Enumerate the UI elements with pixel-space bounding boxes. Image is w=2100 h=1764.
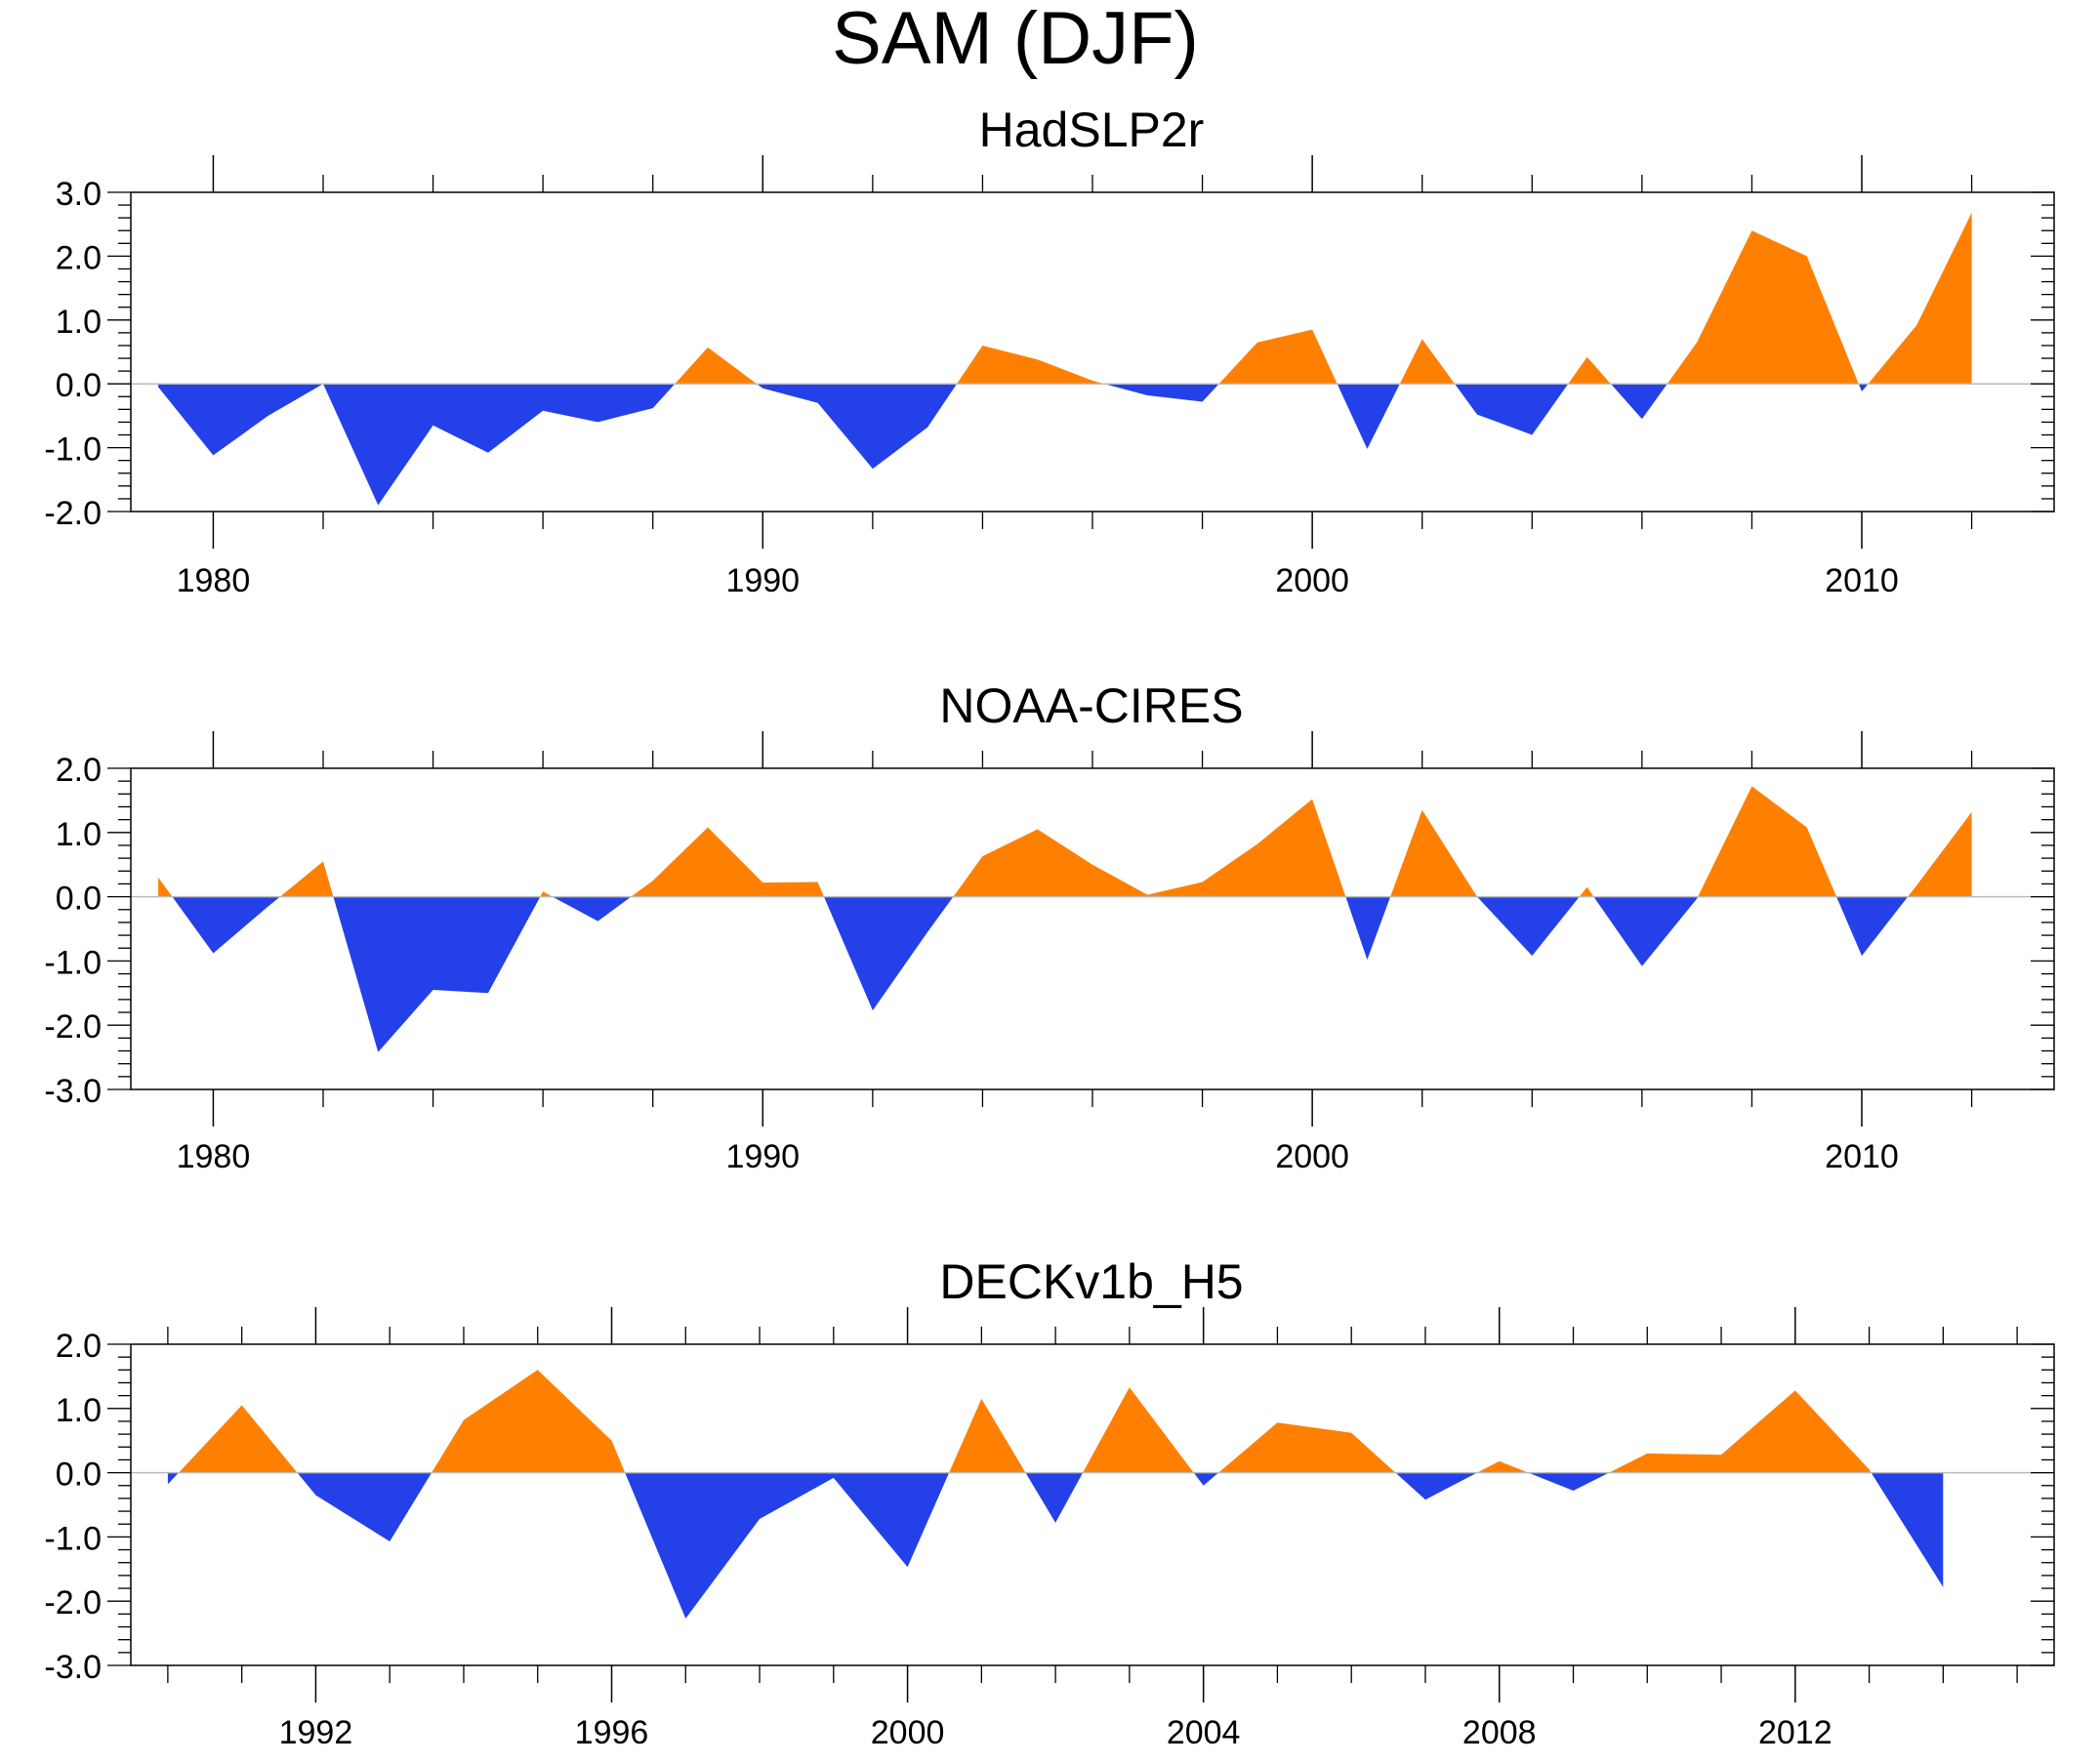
positive-area [1218, 1422, 1396, 1473]
x-tick-label: 1990 [725, 1138, 800, 1175]
negative-area [1871, 1472, 1944, 1587]
negative-area [1104, 384, 1219, 402]
panel-title: HadSLP2r [979, 103, 1205, 157]
positive-area [953, 799, 1346, 897]
positive-area [1609, 1390, 1872, 1473]
positive-area [1667, 230, 1859, 385]
y-tick-label: 0.0 [56, 1456, 102, 1494]
y-tick-label: 1.0 [56, 1392, 102, 1429]
negative-area [1455, 384, 1569, 435]
negative-area [1395, 1472, 1477, 1500]
x-tick-label: 1980 [177, 562, 251, 599]
negative-area [1477, 896, 1580, 957]
plot-frame [130, 1343, 2055, 1666]
y-tick-label: -2.0 [44, 1008, 102, 1046]
negative-area [1193, 1472, 1219, 1486]
positive-area [540, 891, 553, 897]
y-tick-label: 2.0 [56, 1328, 102, 1365]
x-tick-label: 2000 [871, 1714, 945, 1751]
y-tick-label: -1.0 [44, 944, 102, 981]
y-tick-label: -3.0 [44, 1073, 102, 1110]
x-tick-label: 2000 [1275, 1138, 1349, 1175]
panel-2: NOAA-CIRES 2.0 1.0 0.0 -1.0 -2.0 -3.0 1980 1990 2… [44, 678, 2055, 1175]
positive-area [179, 1405, 298, 1473]
panel-3: DECKv1b_H5 2.0 1.0 0.0 -1.0 -2.0 -3.0 1992 1996 2… [44, 1254, 2055, 1751]
negative-area [1528, 1472, 1610, 1491]
x-tick-label: 2012 [1758, 1714, 1832, 1751]
positive-area [158, 877, 173, 897]
negative-area [158, 384, 323, 456]
y-tick-label: 2.0 [56, 752, 102, 789]
y-tick-label: 1.0 [56, 304, 102, 341]
x-tick-label: 2000 [1275, 562, 1349, 599]
negative-area [757, 384, 957, 470]
x-tick-label: 1992 [279, 1714, 353, 1751]
negative-area [167, 1472, 179, 1485]
x-tick-label: 1990 [725, 562, 800, 599]
x-tick-label: 2010 [1825, 1138, 1899, 1175]
negative-area [1858, 384, 1869, 391]
negative-area [1593, 896, 1699, 966]
y-tick-label: 0.0 [56, 367, 102, 404]
panel-title: NOAA-CIRES [939, 678, 1243, 733]
positive-area [1568, 356, 1611, 385]
negative-area [1337, 384, 1400, 449]
x-tick-label: 2010 [1825, 562, 1899, 599]
positive-area [1083, 1387, 1194, 1473]
x-tick-label: 2004 [1167, 1714, 1241, 1751]
x-tick-label: 2008 [1462, 1714, 1537, 1751]
y-tick-label: -1.0 [44, 431, 102, 469]
y-tick-label: -3.0 [44, 1649, 102, 1686]
positive-area [631, 827, 824, 897]
negative-area [824, 896, 954, 1011]
y-tick-label: -2.0 [44, 495, 102, 532]
panel-1: HadSLP2r 3.0 2.0 1.0 0.0 -1.0 -2.0 1980 1990 2000… [44, 103, 2055, 599]
negative-area [552, 896, 632, 922]
positive-area [957, 346, 1105, 385]
panel-title: DECKv1b_H5 [939, 1254, 1243, 1309]
positive-area [432, 1370, 626, 1473]
positive-area [1698, 786, 1837, 897]
positive-area [949, 1398, 1026, 1473]
positive-area [1390, 809, 1477, 897]
x-tick-label: 1996 [575, 1714, 649, 1751]
negative-area [1610, 384, 1668, 420]
positive-area [1218, 329, 1338, 385]
y-tick-label: -1.0 [44, 1520, 102, 1557]
negative-area [297, 1472, 432, 1541]
y-tick-label: 0.0 [56, 881, 102, 918]
y-tick-label: -2.0 [44, 1584, 102, 1621]
positive-area [1868, 212, 1972, 385]
positive-area [279, 861, 334, 897]
positive-area [1399, 339, 1456, 385]
negative-area [333, 896, 541, 1052]
positive-area [675, 347, 758, 385]
positive-area [1908, 811, 1972, 897]
x-tick-label: 1980 [177, 1138, 251, 1175]
negative-area [323, 384, 676, 506]
negative-area [1836, 896, 1909, 957]
negative-area [172, 896, 280, 954]
y-tick-label: 3.0 [56, 176, 102, 213]
positive-area [1579, 886, 1594, 897]
y-tick-label: 2.0 [56, 239, 102, 276]
negative-area [1345, 896, 1391, 961]
figure-title: SAM (DJF) [832, 0, 1199, 80]
positive-area [1477, 1460, 1529, 1473]
negative-area [625, 1472, 950, 1619]
y-tick-label: 1.0 [56, 816, 102, 853]
negative-area [1025, 1472, 1084, 1523]
